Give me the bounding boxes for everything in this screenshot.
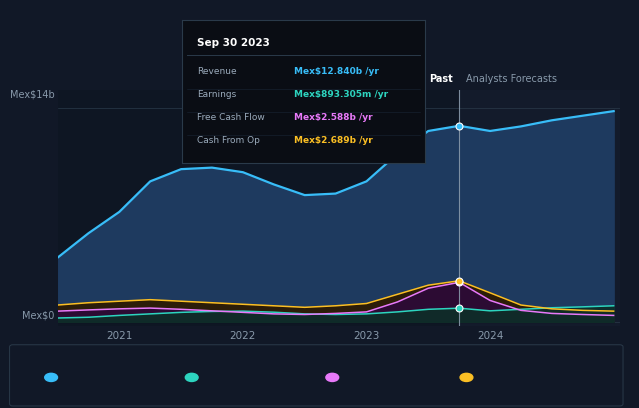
Text: Revenue: Revenue [61,373,104,382]
Text: Cash From Op: Cash From Op [477,373,545,382]
Text: Earnings: Earnings [202,373,245,382]
Text: Mex$2.588b /yr: Mex$2.588b /yr [294,113,373,122]
Text: Cash From Op: Cash From Op [197,136,259,145]
Text: Past: Past [429,73,453,84]
Text: Free Cash Flow: Free Cash Flow [197,113,265,122]
Text: Mex$14b: Mex$14b [10,90,55,100]
Text: Free Cash Flow: Free Cash Flow [343,373,416,382]
Text: Sep 30 2023: Sep 30 2023 [197,38,270,48]
Text: Revenue: Revenue [197,67,236,76]
Text: Earnings: Earnings [197,90,236,99]
Text: Mex$893.305m /yr: Mex$893.305m /yr [294,90,388,99]
Text: Mex$2.689b /yr: Mex$2.689b /yr [294,136,373,145]
Bar [58,90,459,326]
Text: Analysts Forecasts: Analysts Forecasts [466,73,557,84]
Text: Mex$0: Mex$0 [22,310,55,321]
Bar [459,90,620,326]
Text: Mex$12.840b /yr: Mex$12.840b /yr [294,67,379,76]
